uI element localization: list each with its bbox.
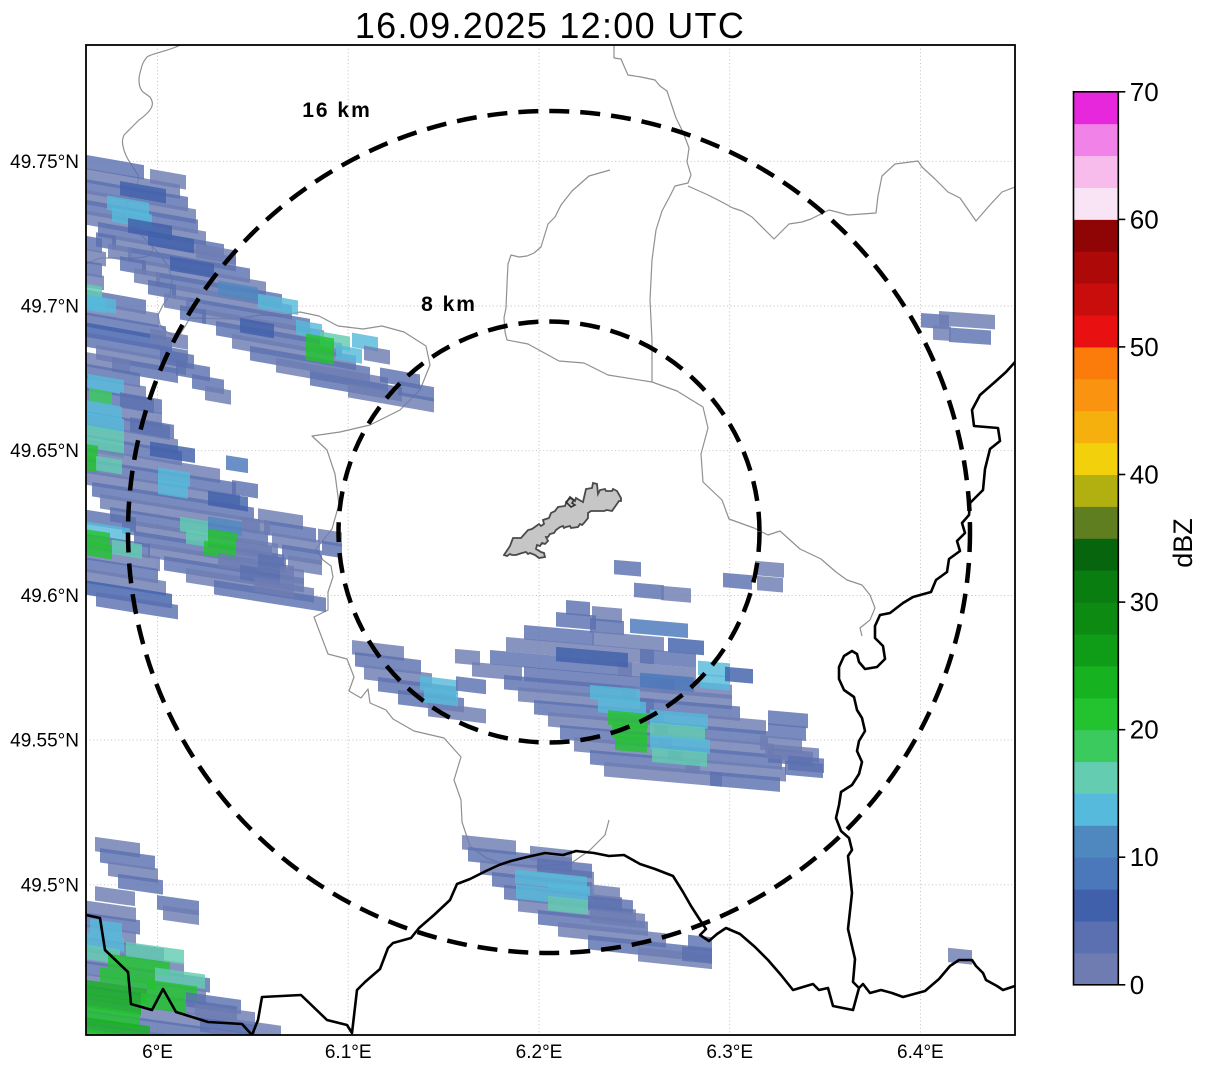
svg-text:49.6°N: 49.6°N <box>21 586 79 607</box>
svg-text:60: 60 <box>1130 204 1159 234</box>
svg-text:49.55°N: 49.55°N <box>10 731 79 752</box>
svg-text:49.7°N: 49.7°N <box>21 297 79 318</box>
svg-text:16.09.2025 12:00 UTC: 16.09.2025 12:00 UTC <box>355 5 745 46</box>
svg-text:49.5°N: 49.5°N <box>21 875 79 896</box>
svg-text:6.1°E: 6.1°E <box>325 1042 372 1063</box>
svg-text:6.4°E: 6.4°E <box>897 1042 944 1063</box>
svg-text:40: 40 <box>1130 460 1159 490</box>
svg-text:49.65°N: 49.65°N <box>10 441 79 462</box>
svg-text:30: 30 <box>1130 587 1159 617</box>
svg-text:16 km: 16 km <box>302 99 372 122</box>
svg-text:20: 20 <box>1130 715 1159 745</box>
svg-text:6.3°E: 6.3°E <box>706 1042 753 1063</box>
svg-text:0: 0 <box>1130 970 1144 1000</box>
svg-text:6.2°E: 6.2°E <box>516 1042 563 1063</box>
svg-text:6°E: 6°E <box>142 1042 173 1063</box>
svg-text:50: 50 <box>1130 332 1159 362</box>
svg-text:10: 10 <box>1130 842 1159 872</box>
svg-text:8 km: 8 km <box>421 293 477 316</box>
svg-text:70: 70 <box>1130 77 1159 107</box>
svg-text:49.75°N: 49.75°N <box>10 152 79 173</box>
svg-text:dBZ: dBZ <box>1168 518 1198 568</box>
